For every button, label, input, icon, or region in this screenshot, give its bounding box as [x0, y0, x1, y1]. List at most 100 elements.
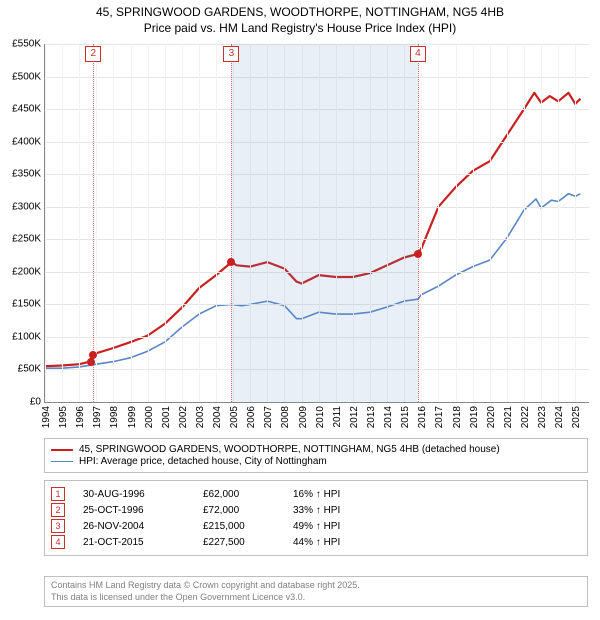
x-axis-label: 2003: [195, 406, 206, 428]
x-axis-label: 2018: [452, 406, 463, 428]
gridline-v: [45, 44, 46, 402]
gridline-v: [96, 44, 97, 402]
legend-item: HPI: Average price, detached house, City…: [51, 456, 581, 467]
legend-label: HPI: Average price, detached house, City…: [79, 456, 327, 467]
y-axis-label: £100K: [12, 331, 41, 342]
gridline-v: [148, 44, 149, 402]
y-axis-label: £50K: [18, 364, 41, 375]
gridline-v: [507, 44, 508, 402]
gridline-v: [421, 44, 422, 402]
attribution-line-2: This data is licensed under the Open Gov…: [51, 592, 305, 602]
sale-row: 225-OCT-1996£72,00033% ↑ HPI: [51, 503, 581, 517]
x-axis-label: 2023: [537, 406, 548, 428]
sale-row: 1 30-AUG-1996 £62,000 16% ↑ HPI: [51, 487, 581, 501]
y-axis-label: £400K: [12, 136, 41, 147]
legend-label: 45, SPRINGWOOD GARDENS, WOODTHORPE, NOTT…: [79, 444, 500, 455]
sale-row-badge: 3: [51, 519, 65, 533]
sale-row-price: £227,500: [203, 537, 283, 548]
sale-row-date: 21-OCT-2015: [83, 537, 193, 548]
y-axis-label: £0: [30, 397, 41, 408]
x-axis-label: 2015: [400, 406, 411, 428]
sale-marker-badge: 2: [85, 46, 101, 62]
sale-dot: [414, 250, 422, 258]
sale-row-date: 30-AUG-1996: [83, 489, 193, 500]
sale-row-badge: 4: [51, 535, 65, 549]
x-axis-label: 2016: [417, 406, 428, 428]
x-axis-label: 1995: [58, 406, 69, 428]
sale-marker-line: [418, 44, 419, 402]
y-axis-label: £450K: [12, 104, 41, 115]
x-axis-label: 2012: [349, 406, 360, 428]
sale-row-price: £215,000: [203, 521, 283, 532]
y-axis-label: £350K: [12, 169, 41, 180]
gridline-v: [216, 44, 217, 402]
sales-table: 130-AUG-1996£62,00016% ↑ HPI225-OCT-1996…: [44, 480, 588, 556]
x-axis-label: 2022: [520, 406, 531, 428]
sale-row-badge: 1: [51, 487, 65, 501]
gridline-v: [490, 44, 491, 402]
title-line-2: Price paid vs. HM Land Registry's House …: [144, 21, 456, 35]
x-axis-label: 2021: [503, 406, 514, 428]
attribution: Contains HM Land Registry data © Crown c…: [44, 576, 588, 607]
x-axis-label: 2006: [246, 406, 257, 428]
x-axis-label: 1998: [109, 406, 120, 428]
sale-row-price: £62,000: [203, 489, 283, 500]
gridline-v: [113, 44, 114, 402]
shaded-holding-period: [231, 44, 417, 402]
sale-row-price: £72,000: [203, 505, 283, 516]
gridline-v: [79, 44, 80, 402]
sale-marker-badge: 4: [410, 46, 426, 62]
sale-row-date: 26-NOV-2004: [83, 521, 193, 532]
x-axis-label: 2014: [383, 406, 394, 428]
y-axis-label: £500K: [12, 71, 41, 82]
y-axis-label: £250K: [12, 234, 41, 245]
sale-row-pct: 44% ↑ HPI: [293, 537, 581, 548]
sale-marker-badge: 3: [223, 46, 239, 62]
x-axis-label: 1996: [75, 406, 86, 428]
gridline-v: [541, 44, 542, 402]
legend-item: 45, SPRINGWOOD GARDENS, WOODTHORPE, NOTT…: [51, 444, 581, 455]
sale-row: 4 21-OCT-2015 £227,500 44% ↑ HPI: [51, 535, 581, 549]
y-axis-label: £550K: [12, 39, 41, 50]
x-axis-label: 2017: [434, 406, 445, 428]
x-axis-label: 1994: [41, 406, 52, 428]
x-axis-label: 2025: [571, 406, 582, 428]
x-axis-label: 2020: [486, 406, 497, 428]
x-axis-label: 1999: [127, 406, 138, 428]
sale-row: 3 26-NOV-2004 £215,000 49% ↑ HPI: [51, 519, 581, 533]
gridline-v: [182, 44, 183, 402]
x-axis-label: 2000: [144, 406, 155, 428]
gridline-v: [558, 44, 559, 402]
gridline-v: [438, 44, 439, 402]
gridline-v: [456, 44, 457, 402]
x-axis-label: 2013: [366, 406, 377, 428]
x-axis-label: 2001: [161, 406, 172, 428]
sale-row-pct: 49% ↑ HPI: [293, 521, 581, 532]
sale-row-pct: 33% ↑ HPI: [293, 505, 581, 516]
sale-dot: [227, 258, 235, 266]
sale-row-date: 25-OCT-1996: [83, 505, 193, 516]
gridline-v: [524, 44, 525, 402]
sale-row-pct: 16% ↑ HPI: [293, 489, 581, 500]
x-axis-label: 2011: [332, 406, 343, 428]
sale-dot: [89, 351, 97, 359]
title-line-1: 45, SPRINGWOOD GARDENS, WOODTHORPE, NOTT…: [96, 5, 504, 19]
chart-container: 45, SPRINGWOOD GARDENS, WOODTHORPE, NOTT…: [0, 0, 600, 620]
x-axis-label: 2007: [263, 406, 274, 428]
x-axis-label: 2019: [469, 406, 480, 428]
plot-area: £0£50K£100K£150K£200K£250K£300K£350K£400…: [44, 44, 589, 403]
legend-swatch: [51, 461, 73, 462]
x-axis-label: 2004: [212, 406, 223, 428]
x-axis-label: 2008: [280, 406, 291, 428]
gridline-v: [62, 44, 63, 402]
sale-marker-line: [231, 44, 232, 402]
y-axis-label: £200K: [12, 266, 41, 277]
legend-swatch: [51, 449, 73, 451]
gridline-v: [473, 44, 474, 402]
y-axis-label: £300K: [12, 201, 41, 212]
x-axis-label: 2002: [178, 406, 189, 428]
x-axis-label: 2005: [229, 406, 240, 428]
chart-title: 45, SPRINGWOOD GARDENS, WOODTHORPE, NOTT…: [0, 0, 600, 36]
y-axis-label: £150K: [12, 299, 41, 310]
x-axis-label: 2010: [315, 406, 326, 428]
